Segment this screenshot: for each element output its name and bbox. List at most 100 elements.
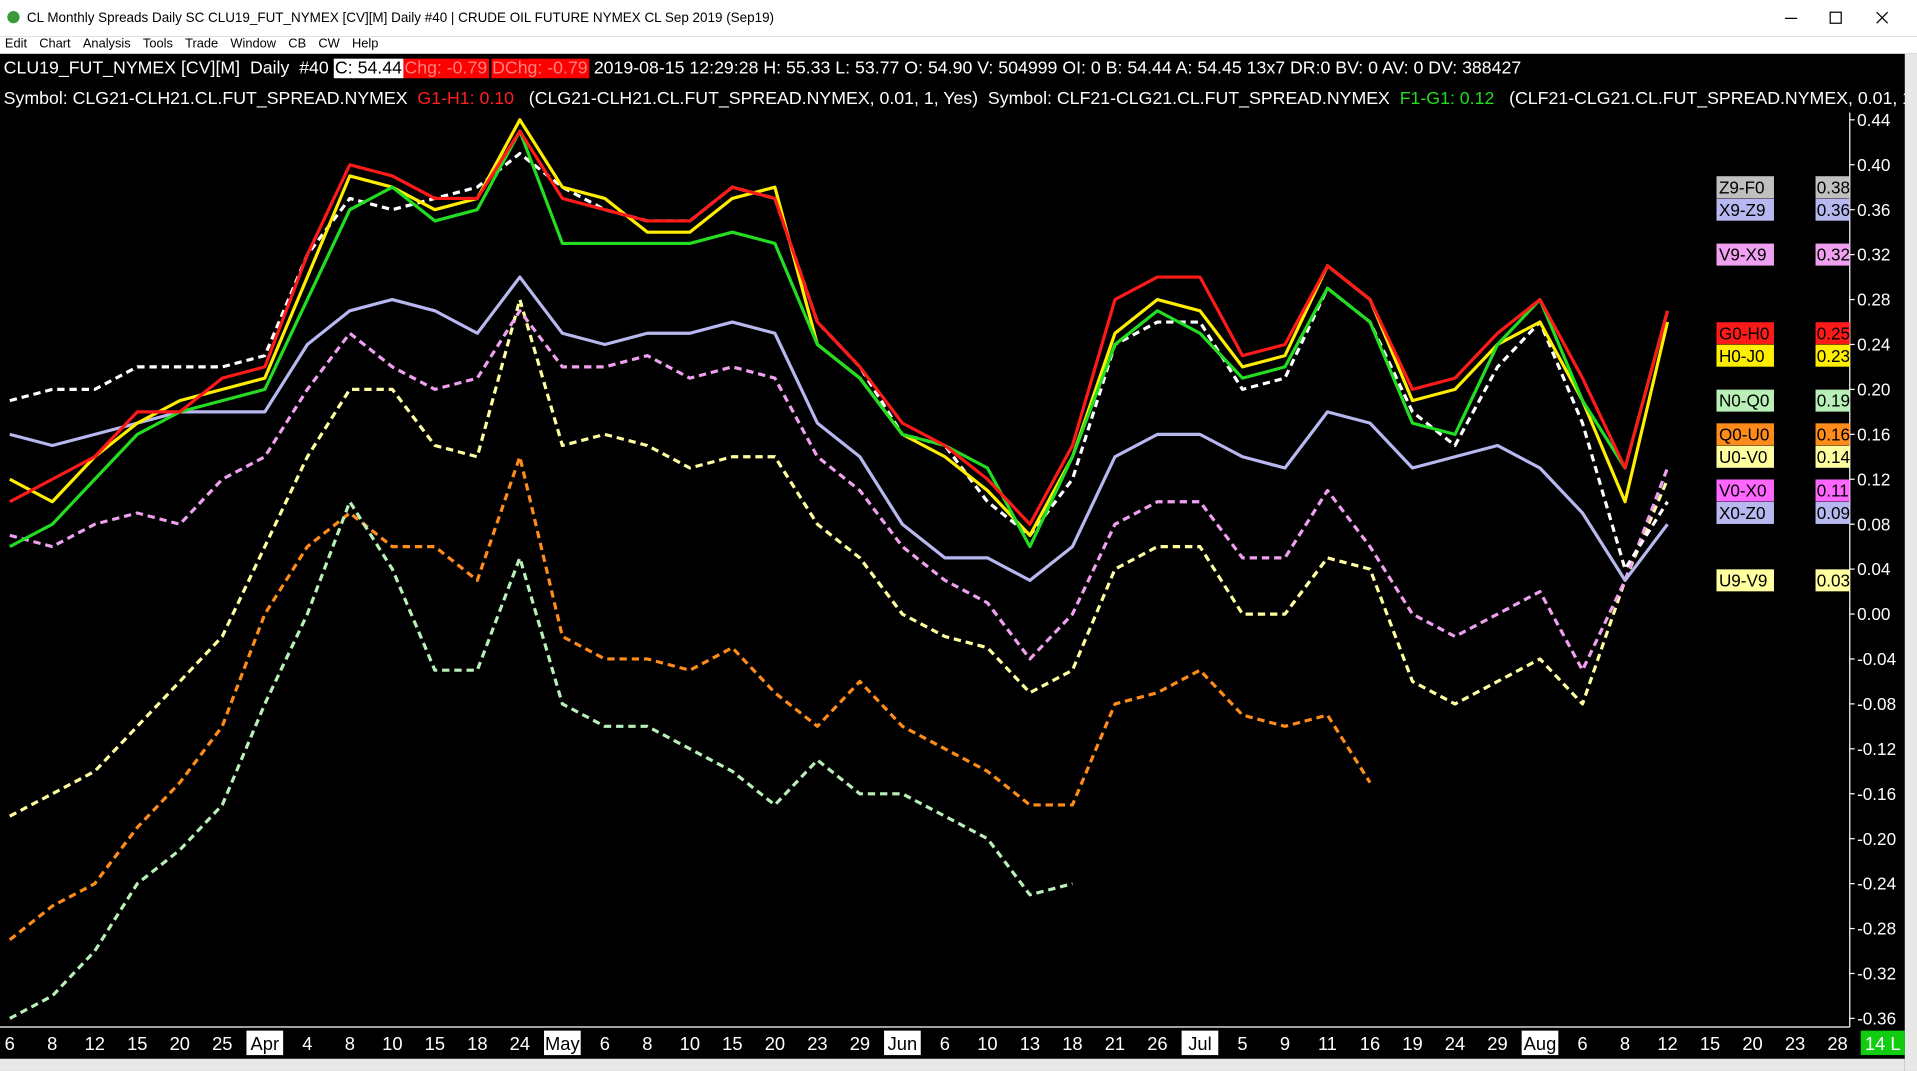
month-label-bg [884,1030,921,1056]
menu-item[interactable]: Chart [39,36,71,52]
legend-swatch [1716,501,1774,524]
x-tick-label: 23 [1785,1033,1805,1054]
info-daily-change: DChg: -0.79 [490,58,589,79]
legend-value-bg [1815,445,1850,468]
x-tick-label: 10 [382,1033,402,1054]
legend-swatch [1716,423,1774,446]
info-change: Chg: -0.79 [403,58,489,79]
legend-value-bg [1815,389,1850,412]
legend-value: 0.19 [1817,392,1850,411]
x-tick-label: 10 [680,1033,700,1054]
x-tick-label: 11 [1318,1033,1337,1054]
x-tick-label: 24 [1445,1033,1465,1054]
legend-label: Z9-F0 [1719,178,1765,197]
scrollbar [0,1058,1905,1071]
close[interactable] [1876,11,1889,24]
scrollbar [1904,53,1917,1071]
y-tick-label: 0.12 [1857,470,1890,489]
x-tick-label: 12 [1657,1033,1677,1054]
series-line [9,129,1670,526]
legend-swatch [1716,569,1774,592]
x-tick-label: 8 [642,1033,652,1054]
x-tick-label: 25 [212,1033,232,1054]
menu-item[interactable]: Help [351,36,379,52]
x-tick-label: 29 [850,1033,870,1054]
spread-value: G1-H1: 0.10 [417,89,515,109]
legend-value-bg [1815,243,1850,266]
x-tick-label: 8 [1620,1033,1630,1054]
menu-item[interactable]: Tools [142,36,173,52]
y-tick-label: -0.04 [1857,650,1896,669]
x-tick-label: 20 [170,1033,190,1054]
x-tick-label: 6 [600,1033,610,1054]
legend-label: V9-X9 [1719,246,1767,265]
month-label-bg [544,1030,581,1056]
x-tick-label: 15 [425,1033,445,1054]
legend-label: X9-Z9 [1719,201,1766,220]
title-bar: CL Monthly Spreads Daily SC CLU19_FUT_NY… [0,0,1917,37]
legend-swatch [1716,322,1774,345]
legend-swatch [1716,243,1774,266]
x-tick-label: 4 [302,1033,312,1054]
legend-value: 0.38 [1817,178,1850,197]
y-tick-label: -0.32 [1857,965,1896,984]
legend-value-bg [1815,569,1850,592]
x-tick-label: 15 [722,1033,742,1054]
legend-value-bg [1815,322,1850,345]
y-tick-label: 0.00 [1857,605,1890,624]
legend-label: V0-X0 [1719,482,1767,501]
menu-item[interactable]: Analysis [82,36,131,52]
y-tick-label: 0.28 [1857,291,1890,310]
legend-value: 0.11 [1817,482,1849,501]
x-tick-label: 9 [1280,1033,1290,1054]
legend-value: 0.14 [1817,448,1851,467]
x-tick-label: 26 [1147,1033,1167,1054]
info-bar: CLU19_FUT_NYMEX [CV][M] Daily #40 C: 54.… [4,55,1522,82]
y-tick-label: 0.36 [1857,201,1890,220]
menu-item[interactable]: Trade [185,36,219,52]
legend-label: Q0-U0 [1719,425,1769,444]
series-line [9,118,1670,537]
legend-swatch [1716,176,1774,199]
legend-label: N0-Q0 [1719,392,1769,411]
y-tick-label: -0.36 [1857,1010,1896,1029]
menu-item[interactable]: Edit [4,36,28,52]
legend-value-bg [1815,198,1850,221]
legend-label: U0-V0 [1719,448,1768,467]
legend-value-bg [1815,344,1850,367]
x-tick-label: 6 [940,1033,950,1054]
x-tick-label: 24 [510,1033,530,1054]
menu-item[interactable]: Window [230,36,277,52]
y-tick-label: 0.44 [1857,111,1891,130]
legend-value: 0.16 [1817,425,1850,444]
x-tick-label: 20 [765,1033,785,1054]
series-line [9,275,1669,582]
legend-value: 0.36 [1817,201,1850,220]
window-title: CL Monthly Spreads Daily SC CLU19_FUT_NY… [26,11,775,26]
x-tick-label: 6 [1577,1033,1587,1054]
x-tick-label: 21 [1105,1033,1125,1054]
series-line [9,151,1669,571]
series-line [9,309,1669,672]
series-line [8,455,1372,942]
legend-value: 0.25 [1817,324,1850,343]
series-line [9,129,1670,549]
x-tick-label: 6 [5,1033,15,1054]
legend-value-bg [1815,501,1850,524]
legend-value: 0.32 [1817,246,1850,265]
symbol: Symbol: CLF21-CLG21.CL.FUT_SPREAD.NYMEX [987,89,1400,109]
x-tick-label: 20 [1742,1033,1762,1054]
legend-value-bg [1815,423,1850,446]
symbol: Symbol: CLG21-CLH21.CL.FUT_SPREAD.NYMEX [3,89,418,109]
menu-item[interactable]: CB [288,36,307,52]
y-tick-label: 0.16 [1857,425,1890,444]
spread-value: F1-G1: 0.12 [1399,89,1495,109]
x-tick-label: 15 [127,1033,147,1054]
menu-item[interactable]: CW [318,36,340,52]
maximize[interactable] [1829,11,1842,24]
info-details: 2019-08-15 12:29:28 H: 55.33 L: 53.77 O:… [588,58,1522,79]
menu-bar: Edit Chart Analysis Tools Trade Window CB CW Hel… [0,36,1917,54]
y-tick-label: 0.24 [1857,336,1891,355]
